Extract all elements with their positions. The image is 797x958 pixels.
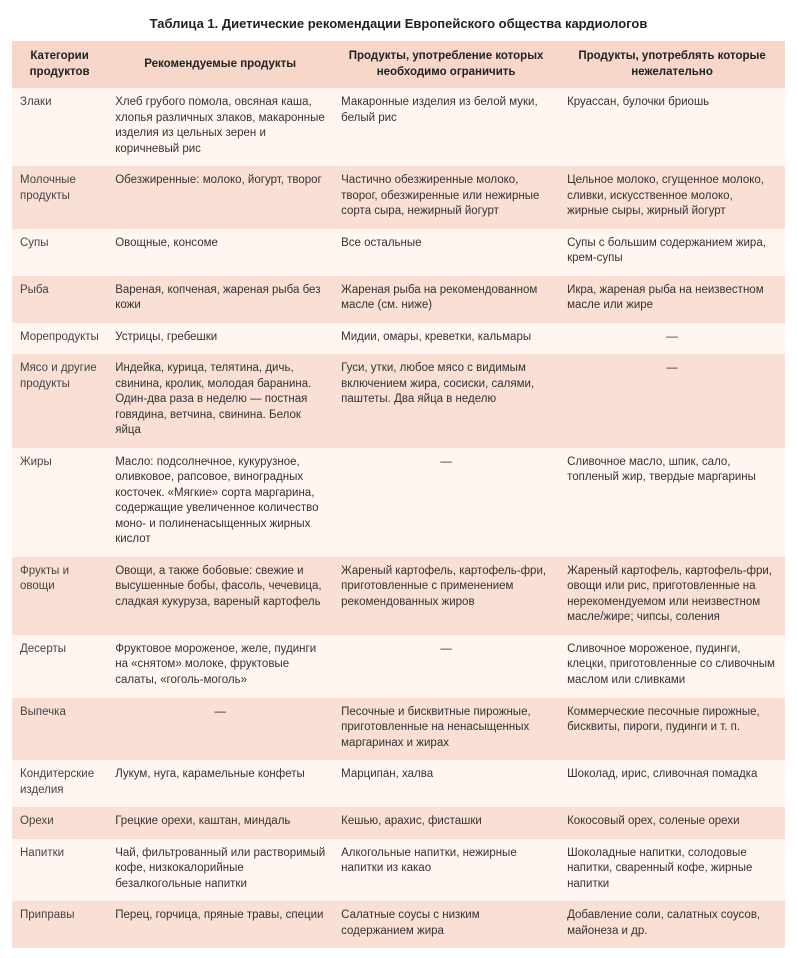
cell-limit: Песочные и бисквитные пирожные, приготов… — [333, 698, 559, 761]
table-row: Молочные продуктыОбезжиренные: молоко, й… — [12, 166, 785, 229]
table-row: ПриправыПерец, горчица, пряные травы, сп… — [12, 901, 785, 948]
cell-recommended: Чай, фильтрованный или растворимый кофе,… — [107, 839, 333, 902]
cell-avoid: — — [559, 354, 785, 448]
cell-recommended: Обезжиренные: молоко, йогурт, творог — [107, 166, 333, 229]
table-row: МорепродуктыУстрицы, гребешкиМидии, омар… — [12, 323, 785, 355]
col-header-limit: Продукты, употребление которых необходим… — [333, 41, 559, 88]
cell-avoid: Коммерческие песочные пирожные, бисквиты… — [559, 698, 785, 761]
cell-limit: Гуси, утки, любое мясо с видимым включен… — [333, 354, 559, 448]
cell-avoid: Цельное молоко, сгущенное молоко, сливки… — [559, 166, 785, 229]
cell-avoid: Круассан, булочки бриошь — [559, 88, 785, 166]
cell-category: Фрукты и овощи — [12, 557, 107, 635]
table-row: ЖирыМасло: подсолнечное, кукурузное, оли… — [12, 448, 785, 557]
table-title: Таблица 1. Диетические рекомендации Евро… — [12, 10, 785, 41]
cell-category: Рыба — [12, 276, 107, 323]
cell-category: Приправы — [12, 901, 107, 948]
cell-category: Жиры — [12, 448, 107, 557]
cell-category: Десерты — [12, 635, 107, 698]
cell-recommended: Фруктовое мороженое, желе, пудинги на «с… — [107, 635, 333, 698]
cell-limit: — — [333, 635, 559, 698]
table-row: Выпечка—Песочные и бисквитные пирожные, … — [12, 698, 785, 761]
cell-recommended: Грецкие орехи, каштан, миндаль — [107, 807, 333, 839]
cell-category: Морепродукты — [12, 323, 107, 355]
cell-avoid: Шоколадные напитки, солодовые напитки, с… — [559, 839, 785, 902]
cell-recommended: Перец, горчица, пряные травы, специи — [107, 901, 333, 948]
cell-recommended: Индейка, курица, телятина, дичь, свинина… — [107, 354, 333, 448]
cell-recommended: Устрицы, гребешки — [107, 323, 333, 355]
cell-category: Молочные продукты — [12, 166, 107, 229]
cell-recommended: Масло: подсолнечное, кукурузное, оливков… — [107, 448, 333, 557]
cell-limit: Салатные соусы с низким содержанием жира — [333, 901, 559, 948]
cell-category: Напитки — [12, 839, 107, 902]
col-header-category: Категории продуктов — [12, 41, 107, 88]
cell-limit: Все остальные — [333, 229, 559, 276]
cell-recommended: Хлеб грубого помола, овсяная каша, хлопь… — [107, 88, 333, 166]
cell-recommended: Овощные, консоме — [107, 229, 333, 276]
table-row: Мясо и другие продуктыИндейка, курица, т… — [12, 354, 785, 448]
table-row: ЗлакиХлеб грубого помола, овсяная каша, … — [12, 88, 785, 166]
cell-avoid: Добавление соли, салатных соусов, майоне… — [559, 901, 785, 948]
cell-limit: Алкогольные напитки, нежирные напитки из… — [333, 839, 559, 902]
diet-table: Категории продуктов Рекомендуемые продук… — [12, 41, 785, 948]
col-header-recommended: Рекомендуемые продукты — [107, 41, 333, 88]
cell-limit: Жареный картофель, картофель-фри, пригот… — [333, 557, 559, 635]
cell-category: Супы — [12, 229, 107, 276]
cell-avoid: — — [559, 323, 785, 355]
header-row: Категории продуктов Рекомендуемые продук… — [12, 41, 785, 88]
cell-avoid: Кокосовый орех, соленые орехи — [559, 807, 785, 839]
cell-limit: — — [333, 448, 559, 557]
cell-avoid: Супы с большим содержанием жира, крем-су… — [559, 229, 785, 276]
cell-recommended: Лукум, нуга, карамельные конфеты — [107, 760, 333, 807]
cell-recommended: Вареная, копченая, жареная рыба без кожи — [107, 276, 333, 323]
cell-avoid: Жареный картофель, картофель-фри, овощи … — [559, 557, 785, 635]
cell-avoid: Сливочное мороженое, пудинги, клецки, пр… — [559, 635, 785, 698]
cell-limit: Жареная рыба на рекомендованном масле (с… — [333, 276, 559, 323]
cell-category: Мясо и другие продукты — [12, 354, 107, 448]
cell-category: Выпечка — [12, 698, 107, 761]
table-row: РыбаВареная, копченая, жареная рыба без … — [12, 276, 785, 323]
cell-avoid: Икра, жареная рыба на неизвестном масле … — [559, 276, 785, 323]
cell-avoid: Шоколад, ирис, сливочная помадка — [559, 760, 785, 807]
cell-limit: Мидии, омары, креветки, кальмары — [333, 323, 559, 355]
cell-recommended: Овощи, а также бобовые: свежие и высушен… — [107, 557, 333, 635]
table-row: ДесертыФруктовое мороженое, желе, пудинг… — [12, 635, 785, 698]
cell-avoid: Сливочное масло, шпик, сало, топленый жи… — [559, 448, 785, 557]
cell-recommended: — — [107, 698, 333, 761]
cell-limit: Макаронные изделия из белой муки, белый … — [333, 88, 559, 166]
col-header-avoid: Продукты, употреблять которые нежелатель… — [559, 41, 785, 88]
table-row: Кондитерские изделияЛукум, нуга, карамел… — [12, 760, 785, 807]
cell-limit: Марципан, халва — [333, 760, 559, 807]
table-row: НапиткиЧай, фильтрованный или растворимы… — [12, 839, 785, 902]
cell-limit: Частично обезжиренные молоко, творог, об… — [333, 166, 559, 229]
cell-category: Орехи — [12, 807, 107, 839]
cell-category: Кондитерские изделия — [12, 760, 107, 807]
table-row: ОрехиГрецкие орехи, каштан, миндальКешью… — [12, 807, 785, 839]
table-row: Фрукты и овощиОвощи, а также бобовые: св… — [12, 557, 785, 635]
cell-limit: Кешью, арахис, фисташки — [333, 807, 559, 839]
table-row: СупыОвощные, консомеВсе остальныеСупы с … — [12, 229, 785, 276]
cell-category: Злаки — [12, 88, 107, 166]
